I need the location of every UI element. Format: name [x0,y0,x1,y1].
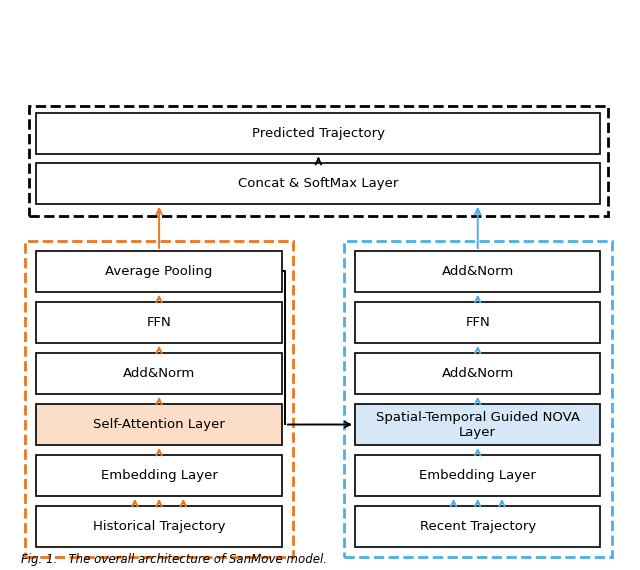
Text: Predicted Trajectory: Predicted Trajectory [252,127,385,140]
Text: Add&Norm: Add&Norm [442,265,514,278]
Text: Self-Attention Layer: Self-Attention Layer [93,418,225,431]
Text: FFN: FFN [147,316,172,329]
FancyBboxPatch shape [355,506,600,547]
FancyBboxPatch shape [36,113,600,154]
Text: Fig. 1.   The overall architecture of SanMove model.: Fig. 1. The overall architecture of SanM… [20,553,326,566]
FancyBboxPatch shape [36,455,282,496]
Text: Embedding Layer: Embedding Layer [419,469,536,482]
FancyBboxPatch shape [36,302,282,343]
Text: Historical Trajectory: Historical Trajectory [93,520,225,533]
FancyBboxPatch shape [355,404,600,445]
Text: Average Pooling: Average Pooling [106,265,212,278]
FancyBboxPatch shape [355,455,600,496]
FancyBboxPatch shape [355,302,600,343]
Text: FFN: FFN [465,316,490,329]
FancyBboxPatch shape [36,251,282,292]
FancyBboxPatch shape [355,251,600,292]
Text: Embedding Layer: Embedding Layer [100,469,218,482]
FancyBboxPatch shape [36,353,282,394]
Text: Add&Norm: Add&Norm [442,367,514,380]
FancyBboxPatch shape [36,506,282,547]
FancyBboxPatch shape [36,163,600,204]
Text: Concat & SoftMax Layer: Concat & SoftMax Layer [238,177,399,190]
Text: Recent Trajectory: Recent Trajectory [420,520,536,533]
Text: Add&Norm: Add&Norm [123,367,195,380]
Text: Spatial-Temporal Guided NOVA
Layer: Spatial-Temporal Guided NOVA Layer [376,410,580,438]
FancyBboxPatch shape [36,404,282,445]
FancyBboxPatch shape [355,353,600,394]
